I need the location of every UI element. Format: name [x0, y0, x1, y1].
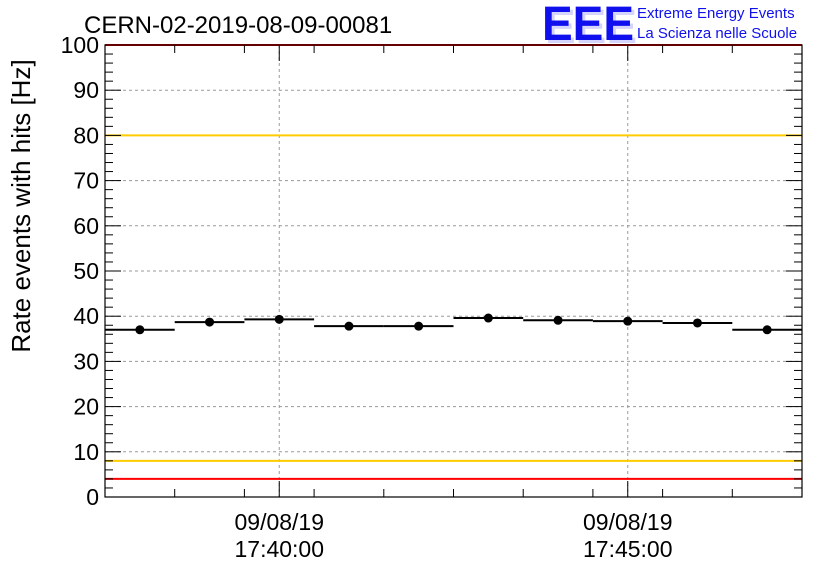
data-point — [344, 321, 354, 331]
data-point — [205, 317, 215, 327]
y-tick-label: 20 — [73, 394, 99, 420]
logo-line-1: Extreme Energy Events — [637, 5, 795, 22]
data-point — [762, 325, 772, 335]
reference-lines — [105, 44, 802, 480]
y-tick-label: 70 — [73, 168, 99, 194]
data-point — [553, 315, 563, 325]
y-tick-label: 100 — [61, 32, 99, 58]
x-tick-time: 17:40:00 — [234, 536, 324, 562]
y-tick-label: 30 — [73, 348, 99, 374]
y-tick-label: 90 — [73, 77, 99, 103]
y-tick-label: 50 — [73, 258, 99, 284]
logo-mark: EEE — [542, 0, 634, 51]
y-tick-label: 40 — [73, 303, 99, 329]
chart-title: CERN-02-2019-08-09-00081 — [84, 12, 392, 39]
data-point — [135, 325, 145, 335]
x-tick-time: 17:45:00 — [583, 536, 673, 562]
data-point — [623, 316, 633, 326]
data-series — [105, 313, 802, 335]
y-tick-label: 60 — [73, 213, 99, 239]
data-point — [692, 318, 702, 328]
logo-shadow: EEE — [545, 1, 637, 54]
eee-logo: EEE EEE Extreme Energy Events La Scienza… — [542, 0, 797, 54]
data-point — [274, 314, 284, 324]
grid-lines — [105, 45, 802, 497]
y-tick-label: 80 — [73, 122, 99, 148]
y-tick-label: 10 — [73, 439, 99, 465]
x-tick-date: 09/08/19 — [583, 509, 673, 535]
y-axis-label: Rate events with hits [Hz] — [6, 59, 36, 352]
axis-ticks — [104, 44, 803, 498]
y-tick-label: 0 — [86, 484, 99, 510]
data-point — [483, 313, 493, 323]
x-tick-date: 09/08/19 — [234, 509, 324, 535]
data-point — [414, 321, 424, 331]
tick-labels: 010203040506070809010009/08/1917:40:0009… — [61, 32, 673, 562]
logo-line-2: La Scienza nelle Scuole — [637, 25, 797, 42]
